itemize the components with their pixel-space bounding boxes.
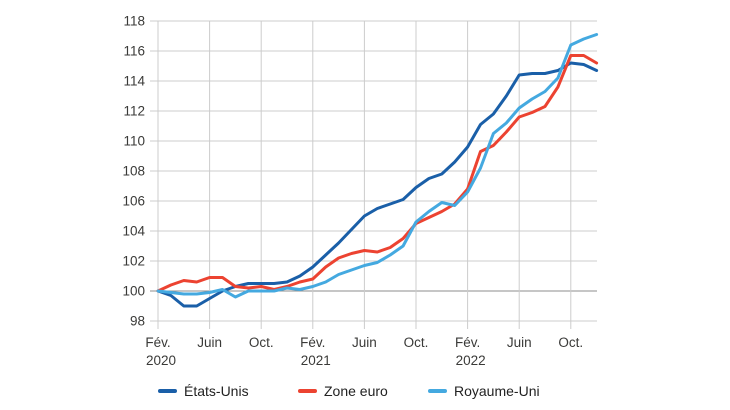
legend-dash-etats-unis-icon: [158, 389, 177, 393]
x-axis-year-label: 2021: [301, 353, 331, 368]
y-axis-tick-label: 102: [122, 254, 145, 269]
y-axis-tick-label: 106: [122, 194, 145, 209]
series-line--tats-unis: [156, 61, 599, 308]
y-axis-tick-label: 116: [123, 44, 145, 59]
legend-item-zone-euro: Zone euro: [298, 381, 388, 401]
y-axis-tick-label: 104: [122, 224, 145, 239]
series-line-zone-euro: [156, 54, 599, 293]
x-axis-tick-label: Oct.: [558, 335, 583, 350]
y-axis-tick-label: 114: [123, 74, 145, 89]
x-axis-tick-label: Oct.: [404, 335, 429, 350]
x-axis-year-label: 2020: [146, 353, 176, 368]
x-axis-tick-label: Oct.: [249, 335, 274, 350]
x-axis-tick-label: Fév.: [145, 335, 170, 350]
y-axis-tick-label: 112: [123, 104, 145, 119]
legend-dash-zone-euro-icon: [298, 389, 317, 393]
x-axis-tick-label: Juin: [507, 335, 532, 350]
legend-label-etats-unis: États-Unis: [184, 383, 249, 399]
x-axis-tick-label: Fév.: [455, 335, 480, 350]
x-axis-year-label: 2022: [456, 353, 486, 368]
legend-label-zone-euro: Zone euro: [324, 383, 388, 399]
x-axis-tick-label: Juin: [352, 335, 377, 350]
chart-legend: États-Unis Zone euro Royaume-Uni: [0, 381, 730, 401]
series-line-royaume-uni: [156, 33, 599, 299]
y-axis-tick-label: 100: [122, 284, 145, 299]
y-axis-tick-label: 98: [130, 314, 145, 329]
legend-label-royaume-uni: Royaume-Uni: [454, 383, 540, 399]
x-axis-tick-label: Fév.: [300, 335, 325, 350]
x-axis-tick-label: Juin: [197, 335, 222, 350]
y-axis-tick-label: 118: [123, 14, 145, 29]
legend-dash-royaume-uni-icon: [428, 389, 447, 393]
y-axis-tick-label: 110: [123, 134, 145, 149]
legend-item-royaume-uni: Royaume-Uni: [428, 381, 540, 401]
y-axis-tick-label: 108: [122, 164, 145, 179]
legend-item-etats-unis: États-Unis: [158, 381, 249, 401]
